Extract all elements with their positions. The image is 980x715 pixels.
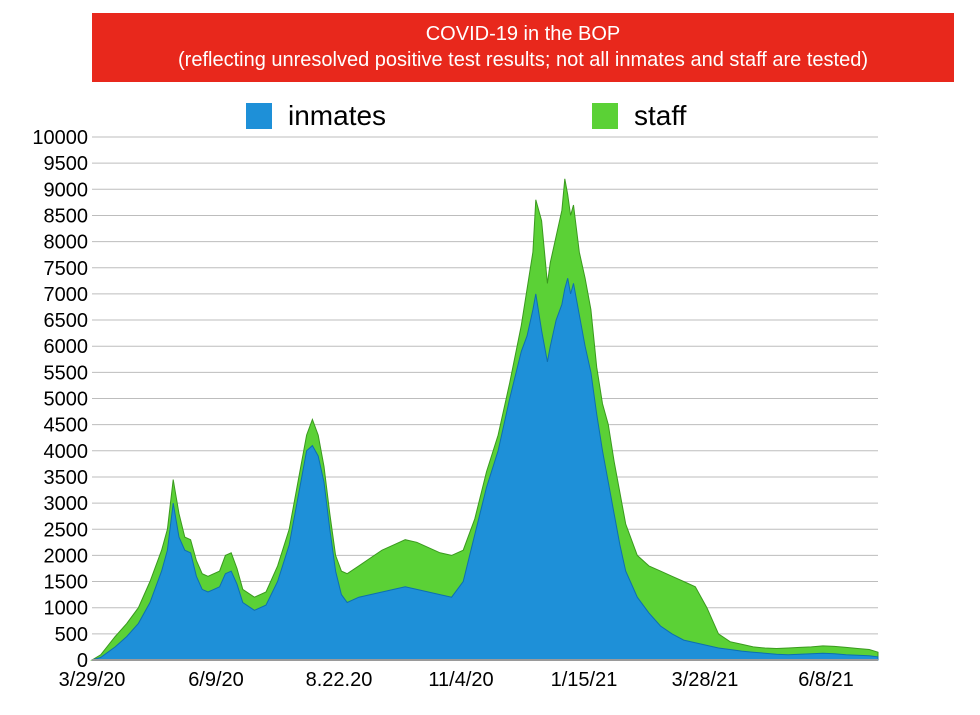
- y-tick-label: 9000: [44, 179, 89, 201]
- title-banner: COVID-19 in the BOP (reflecting unresolv…: [92, 13, 954, 82]
- x-tick-label: 6/8/21: [798, 669, 854, 691]
- x-tick-label: 11/4/20: [428, 669, 493, 691]
- y-tick-label: 6000: [44, 336, 89, 358]
- y-tick-label: 500: [55, 624, 88, 646]
- chart-title: COVID-19 in the BOP: [425, 23, 621, 45]
- y-tick-label: 10000: [32, 127, 88, 149]
- y-tick-label: 7000: [44, 284, 89, 306]
- legend-swatch-inmates: [246, 103, 272, 129]
- y-tick-label: 4500: [44, 415, 89, 437]
- legend-swatch-staff: [592, 103, 618, 129]
- y-tick-label: 5500: [44, 362, 89, 384]
- y-tick-label: 5000: [44, 389, 89, 411]
- y-tick-label: 2000: [44, 545, 89, 567]
- series-area-staff: [90, 178, 879, 661]
- series-layer: [90, 178, 879, 661]
- y-tick-label: 1000: [44, 598, 89, 620]
- y-tick-label: 6500: [44, 310, 89, 332]
- y-axis: 0 500 1000 1500 2000 2500 3000 3500 4000 4500 5000…: [32, 127, 88, 672]
- y-tick-label: 1500: [44, 572, 89, 594]
- y-tick-label: 8500: [44, 205, 89, 227]
- y-tick-label: 0: [77, 650, 88, 672]
- y-tick-label: 8000: [44, 232, 89, 254]
- legend-item-inmates: inmates: [246, 100, 386, 132]
- legend-label-inmates: inmates: [288, 100, 387, 131]
- series-area-inmates: [91, 278, 879, 661]
- legend-item-staff: staff: [592, 100, 686, 132]
- y-tick-label: 9500: [44, 153, 89, 175]
- y-tick-label: 4000: [44, 441, 89, 463]
- x-tick-label: 3/29/20: [59, 669, 126, 691]
- y-tick-label: 2500: [44, 519, 89, 541]
- x-tick-label: 3/28/21: [672, 669, 739, 691]
- legend: inmates staff: [0, 100, 980, 140]
- y-tick-label: 3500: [44, 467, 89, 489]
- legend-label-staff: staff: [634, 100, 687, 131]
- x-axis: 3/29/20 6/9/20 8.22.20 11/4/20 1/15/21 3/28/2…: [59, 669, 854, 691]
- y-tick-label: 7500: [44, 258, 89, 280]
- x-tick-label: 8.22.20: [306, 669, 373, 691]
- x-tick-label: 1/15/21: [551, 669, 618, 691]
- y-tick-label: 3000: [44, 493, 89, 515]
- x-tick-label: 6/9/20: [188, 669, 244, 691]
- chart-subtitle: (reflecting unresolved positive test res…: [178, 49, 868, 71]
